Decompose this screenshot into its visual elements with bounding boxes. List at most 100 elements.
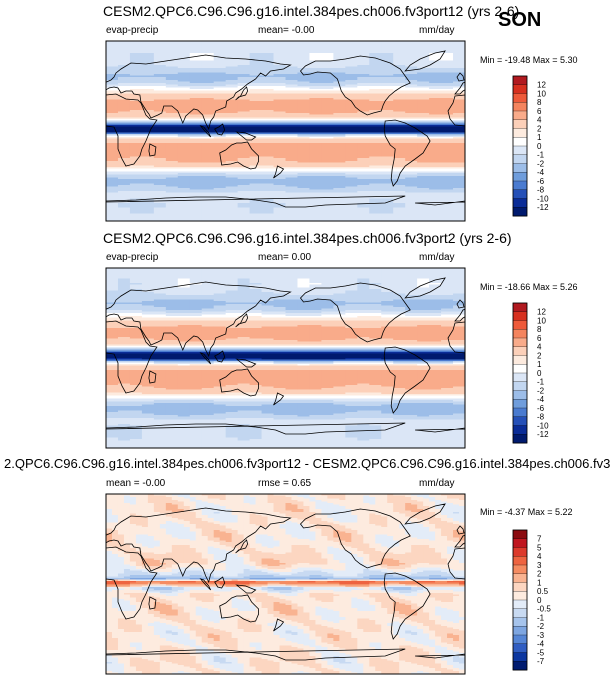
- field-cell: [309, 146, 322, 149]
- field-cell: [106, 210, 119, 213]
- field-cell: [333, 289, 346, 292]
- field-cell: [225, 332, 239, 335]
- field-cell: [393, 113, 406, 116]
- field-cell: [429, 107, 442, 110]
- field-cell: [321, 129, 334, 132]
- field-cell: [369, 284, 382, 287]
- field-cell: [117, 56, 131, 59]
- field-cell: [309, 113, 322, 116]
- field-cell: [417, 63, 430, 66]
- field-cell: [225, 191, 239, 194]
- field-cell: [297, 114, 311, 117]
- field-cell: [369, 44, 382, 47]
- field-cell: [129, 125, 143, 128]
- field-cell: [177, 197, 191, 200]
- field-cell: [393, 302, 406, 305]
- field-cell: [261, 313, 275, 316]
- field-cell: [165, 107, 179, 110]
- field-cell: [297, 298, 311, 301]
- field-cell: [453, 274, 465, 277]
- field-cell: [201, 42, 215, 45]
- field-cell: [393, 69, 406, 72]
- field-cell: [177, 114, 191, 117]
- field-cell: [225, 173, 239, 176]
- field-cell: [189, 319, 203, 322]
- field-cell: [381, 104, 394, 107]
- field-cell: [333, 213, 346, 216]
- field-cell: [357, 292, 370, 295]
- field-cell: [417, 197, 430, 200]
- field-cell: [129, 197, 143, 200]
- field-cell: [381, 198, 394, 201]
- field-cell: [249, 281, 263, 284]
- field-cell: [273, 164, 287, 167]
- field-cell: [106, 198, 119, 201]
- field-cell: [129, 104, 143, 107]
- field-cell: [345, 108, 358, 111]
- field-cell: [213, 278, 227, 281]
- field-cell: [381, 101, 394, 104]
- field-cell: [441, 287, 454, 290]
- field-cell: [129, 170, 143, 173]
- field-cell: [189, 277, 203, 280]
- field-cell: [405, 144, 418, 147]
- field-cell: [357, 317, 370, 320]
- field-cell: [249, 293, 263, 296]
- field-cell: [129, 209, 143, 212]
- field-cell: [106, 310, 119, 313]
- field-cell: [285, 317, 299, 320]
- field-cell: [321, 92, 334, 95]
- field-cell: [429, 323, 442, 326]
- field-cell: [237, 286, 251, 289]
- field-cell: [141, 69, 155, 72]
- field-cell: [453, 289, 465, 292]
- field-cell: [117, 334, 131, 337]
- field-cell: [189, 179, 203, 182]
- field-cell: [261, 102, 275, 105]
- field-cell: [141, 275, 155, 278]
- field-cell: [249, 168, 263, 171]
- field-cell: [417, 200, 430, 203]
- field-cell: [441, 307, 454, 310]
- field-cell: [141, 183, 155, 186]
- field-cell: [393, 54, 406, 57]
- field-cell: [393, 158, 406, 161]
- field-cell: [369, 71, 382, 74]
- field-cell: [333, 162, 346, 165]
- field-cell: [153, 41, 167, 44]
- field-cell: [165, 165, 179, 168]
- field-cell: [189, 105, 203, 108]
- field-cell: [453, 93, 465, 96]
- field-cell: [153, 275, 167, 278]
- field-cell: [405, 332, 418, 335]
- field-cell: [345, 119, 358, 122]
- field-cell: [273, 322, 287, 325]
- field-cell: [453, 201, 465, 204]
- field-cell: [237, 150, 251, 153]
- field-cell: [117, 63, 131, 66]
- field-cell: [453, 132, 465, 135]
- field-cell: [453, 155, 465, 158]
- field-cell: [153, 59, 167, 62]
- field-cell: [213, 192, 227, 195]
- field-cell: [165, 129, 179, 132]
- field-cell: [345, 72, 358, 75]
- field-cell: [225, 119, 239, 122]
- field-cell: [237, 272, 251, 275]
- field-cell: [141, 57, 155, 60]
- field-cell: [249, 98, 263, 101]
- field-cell: [285, 274, 299, 277]
- field-cell: [393, 296, 406, 299]
- field-cell: [333, 283, 346, 286]
- field-cell: [153, 292, 167, 295]
- field-cell: [417, 192, 430, 195]
- field-cell: [285, 320, 299, 323]
- field-cell: [249, 183, 263, 186]
- field-cell: [429, 171, 442, 174]
- field-cell: [297, 218, 311, 221]
- field-cell: [201, 140, 215, 143]
- field-cell: [345, 185, 358, 188]
- field-cell: [153, 150, 167, 153]
- field-cell: [129, 122, 143, 125]
- field-cell: [345, 86, 358, 89]
